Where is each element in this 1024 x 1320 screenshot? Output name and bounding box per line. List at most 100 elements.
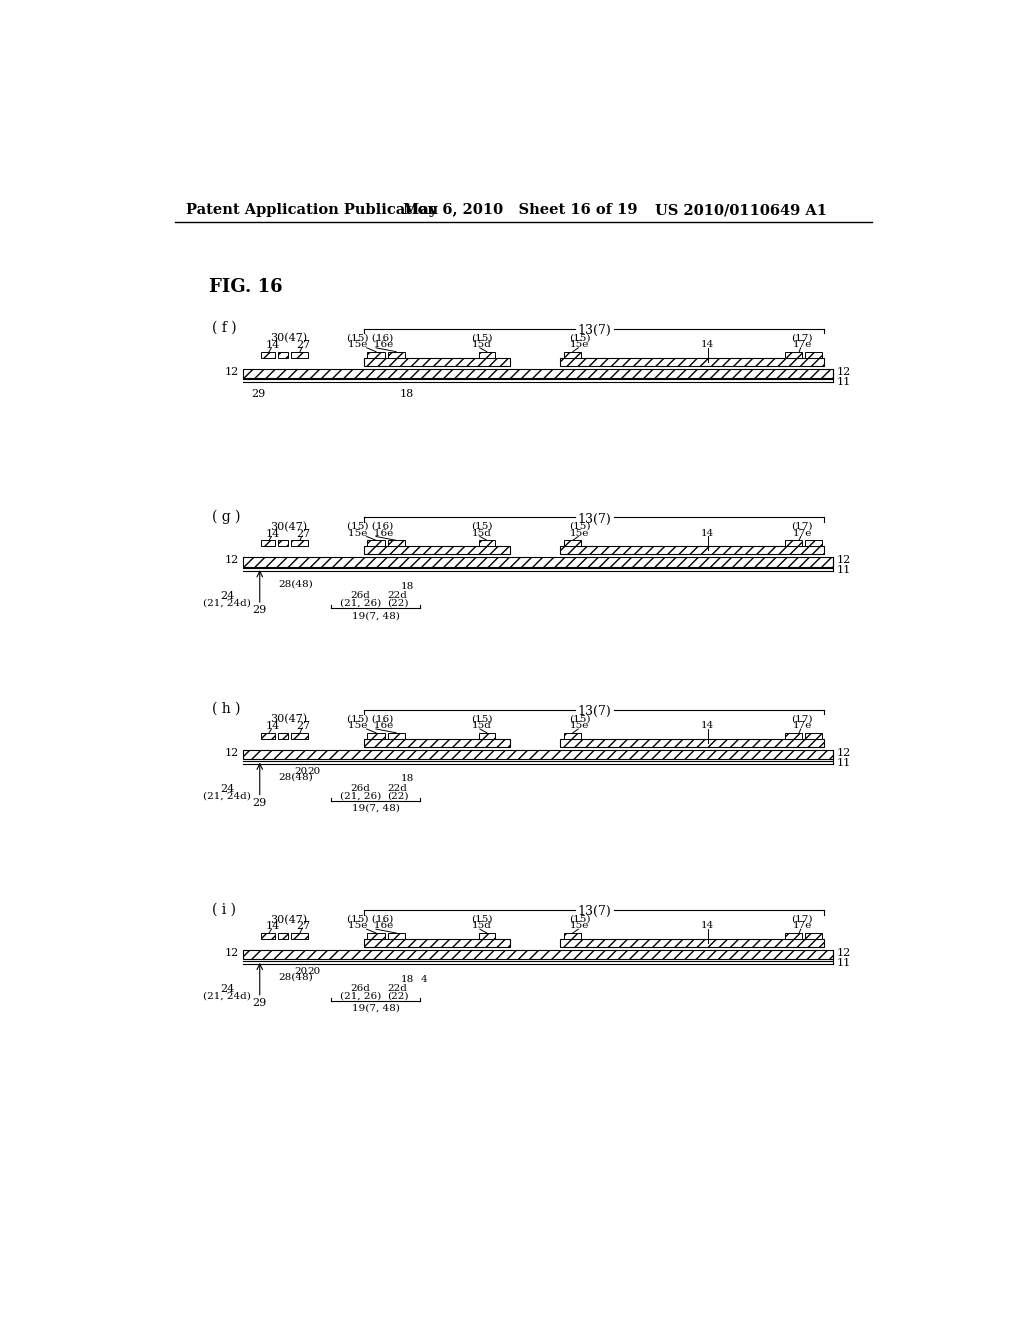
- Text: 30(47): 30(47): [270, 333, 307, 343]
- Text: 13(7): 13(7): [578, 705, 611, 718]
- Text: 15e  16e: 15e 16e: [348, 529, 393, 537]
- Bar: [291, 733, 308, 739]
- Text: (22): (22): [387, 599, 409, 607]
- Bar: [388, 540, 404, 546]
- Text: 15e: 15e: [570, 921, 590, 931]
- Bar: [785, 733, 802, 739]
- Text: (21, 26): (21, 26): [340, 991, 381, 1001]
- Text: 14: 14: [701, 529, 715, 537]
- Text: 14: 14: [266, 341, 280, 350]
- Text: 28(48): 28(48): [279, 772, 313, 781]
- Bar: [261, 540, 275, 546]
- Text: May 6, 2010   Sheet 16 of 19: May 6, 2010 Sheet 16 of 19: [403, 203, 638, 216]
- Bar: [479, 933, 495, 940]
- Text: (22): (22): [387, 991, 409, 1001]
- Text: 20: 20: [294, 767, 307, 776]
- Text: (21, 24d): (21, 24d): [203, 991, 251, 1001]
- Text: (15): (15): [569, 333, 591, 342]
- Bar: [805, 540, 821, 546]
- Bar: [785, 351, 802, 358]
- Text: 19(7, 48): 19(7, 48): [351, 1003, 399, 1012]
- Text: 22d: 22d: [388, 784, 408, 792]
- Text: (15): (15): [471, 521, 493, 531]
- Text: (15) (16): (15) (16): [347, 521, 393, 531]
- Bar: [278, 540, 289, 546]
- Text: 24: 24: [220, 983, 234, 994]
- Text: 11: 11: [838, 565, 851, 576]
- Text: (21, 24d): (21, 24d): [203, 792, 251, 800]
- Bar: [243, 750, 834, 759]
- Text: 12: 12: [838, 367, 851, 376]
- Bar: [564, 933, 582, 940]
- Text: 30(47): 30(47): [270, 915, 307, 925]
- Bar: [278, 933, 289, 940]
- Text: (21, 26): (21, 26): [340, 599, 381, 607]
- Bar: [805, 733, 821, 739]
- Text: 27: 27: [296, 921, 310, 932]
- Bar: [388, 933, 404, 940]
- Bar: [243, 557, 834, 566]
- Text: (21, 24d): (21, 24d): [203, 599, 251, 607]
- Bar: [564, 351, 582, 358]
- Text: (17): (17): [792, 714, 813, 723]
- Text: 14: 14: [266, 921, 280, 932]
- Text: (17): (17): [792, 521, 813, 531]
- Text: (15): (15): [569, 714, 591, 723]
- Text: 27: 27: [296, 341, 310, 350]
- Bar: [365, 358, 510, 366]
- Bar: [291, 933, 308, 940]
- Text: 29: 29: [253, 797, 267, 808]
- Text: 29: 29: [253, 605, 267, 615]
- Text: 15e: 15e: [570, 721, 590, 730]
- Bar: [560, 358, 824, 366]
- Text: 30(47): 30(47): [270, 521, 307, 532]
- Text: 18: 18: [400, 974, 414, 983]
- Text: 27: 27: [296, 721, 310, 731]
- Bar: [805, 933, 821, 940]
- Text: 14: 14: [701, 921, 715, 931]
- Text: (17): (17): [792, 333, 813, 342]
- Text: 26d: 26d: [350, 983, 371, 993]
- Text: 28(48): 28(48): [279, 973, 313, 981]
- Bar: [278, 733, 289, 739]
- Text: 15e: 15e: [570, 341, 590, 348]
- Text: 20: 20: [307, 966, 321, 975]
- Bar: [261, 933, 275, 940]
- Bar: [291, 351, 308, 358]
- Text: Patent Application Publication: Patent Application Publication: [186, 203, 438, 216]
- Text: 22d: 22d: [388, 983, 408, 993]
- Text: 24: 24: [220, 784, 234, 793]
- Text: ( h ): ( h ): [212, 702, 241, 715]
- Text: 15e  16e: 15e 16e: [348, 921, 393, 931]
- Text: 17e: 17e: [793, 529, 812, 537]
- Text: ( f ): ( f ): [212, 321, 237, 335]
- Text: 13(7): 13(7): [578, 512, 611, 525]
- Text: 18: 18: [400, 582, 414, 591]
- Text: 15e: 15e: [570, 529, 590, 537]
- Text: 12: 12: [224, 556, 239, 565]
- Bar: [560, 739, 824, 747]
- Text: 15d: 15d: [471, 529, 492, 537]
- Bar: [365, 546, 510, 554]
- Bar: [785, 540, 802, 546]
- Text: (15) (16): (15) (16): [347, 915, 393, 924]
- Text: (15): (15): [471, 915, 493, 924]
- Text: (15) (16): (15) (16): [347, 333, 393, 342]
- Text: 20: 20: [307, 767, 321, 776]
- Bar: [805, 351, 821, 358]
- Text: 11: 11: [838, 758, 851, 768]
- Bar: [560, 546, 824, 554]
- Text: (21, 26): (21, 26): [340, 792, 381, 800]
- Text: ( i ): ( i ): [212, 903, 236, 916]
- Bar: [785, 933, 802, 940]
- Bar: [365, 940, 510, 946]
- Text: 12: 12: [838, 948, 851, 958]
- Bar: [368, 351, 385, 358]
- Text: (15): (15): [471, 714, 493, 723]
- Text: 12: 12: [224, 748, 239, 758]
- Text: 26d: 26d: [350, 591, 371, 601]
- Text: US 2010/0110649 A1: US 2010/0110649 A1: [655, 203, 827, 216]
- Text: (15): (15): [569, 915, 591, 924]
- Text: 18: 18: [400, 388, 414, 399]
- Text: 13(7): 13(7): [578, 323, 611, 337]
